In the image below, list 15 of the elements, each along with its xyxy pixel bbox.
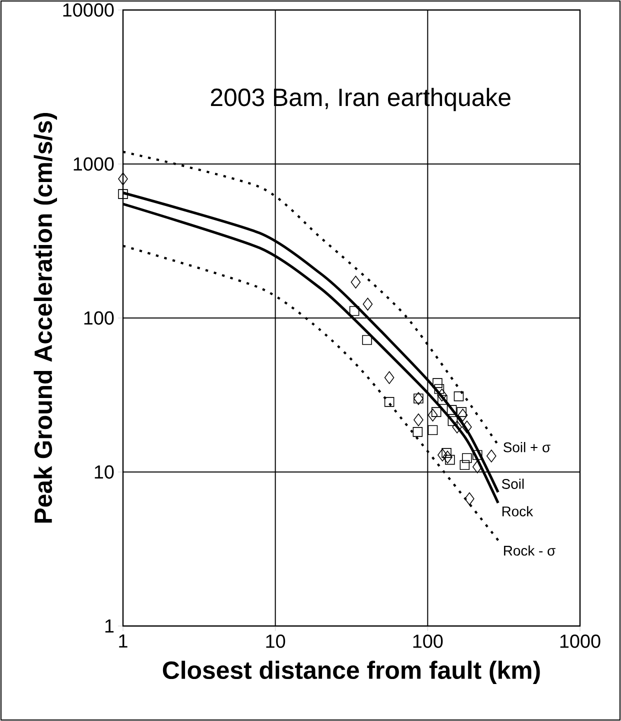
y-axis-title: Peak Ground Acceleration (cm/s/s) [34, 113, 58, 523]
x-tick-label: 1000 [560, 634, 600, 648]
y-tick-label: 10 [94, 465, 114, 479]
y-tick-label: 1000 [74, 157, 114, 171]
x-tick-label: 10 [266, 634, 286, 648]
x-tick-label: 1 [119, 634, 128, 648]
series-label: Soil + σ [504, 442, 550, 452]
series-label: Rock [502, 506, 534, 516]
series-label: Soil [502, 478, 524, 489]
x-tick-label: 100 [413, 634, 443, 648]
y-tick-label: 1 [105, 619, 114, 633]
series-label: Rock - σ [504, 545, 556, 556]
y-tick-label: 100 [84, 311, 114, 325]
x-axis-title: Closest distance from fault (km) [162, 660, 540, 684]
y-tick-label: 10000 [63, 3, 114, 17]
